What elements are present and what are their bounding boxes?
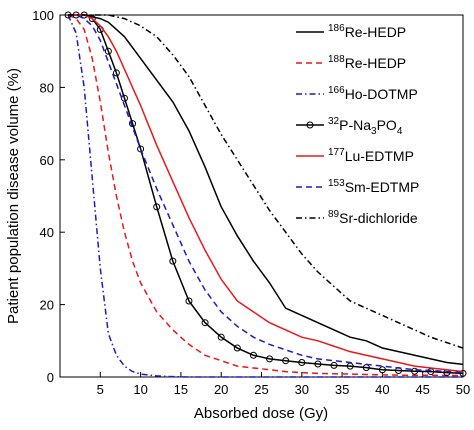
x-tick-label: 10 (133, 382, 147, 397)
legend-label: 153Sm-EDTMP (328, 178, 419, 195)
series-marker (314, 360, 322, 368)
x-axis-label: Absorbed dose (Gy) (194, 405, 328, 422)
y-tick-label: 80 (40, 80, 54, 95)
series-line (68, 14, 464, 373)
series-line (68, 14, 464, 374)
series-line (67, 14, 463, 378)
legend-bg (292, 111, 461, 142)
legend-bg (292, 80, 461, 111)
y-axis-label: Patient population disease volume (%) (5, 68, 22, 324)
series-marker (411, 367, 419, 375)
legend-bg (292, 173, 461, 204)
x-tick-label: 40 (375, 382, 389, 397)
legend-label: 186Re-HEDP (328, 23, 406, 40)
legend-bg (292, 204, 461, 235)
x-tick-label: 45 (415, 382, 429, 397)
x-tick-label: 35 (335, 382, 349, 397)
legend-bg (292, 49, 461, 80)
series-marker (129, 120, 137, 128)
legend-bg (292, 142, 461, 173)
series-marker (112, 69, 120, 77)
legend-label: 177Lu-EDTMP (328, 147, 414, 164)
series-marker (282, 357, 290, 365)
series-marker (330, 361, 338, 369)
series-marker (459, 369, 467, 377)
legend-label: 188Re-HEDP (328, 54, 406, 71)
y-tick-label: 60 (40, 153, 54, 168)
series-marker (233, 344, 241, 352)
series-marker (169, 257, 177, 265)
series-marker (88, 15, 96, 23)
legend-label: 89Sr-dichloride (328, 209, 418, 226)
series-marker (298, 359, 306, 367)
series-marker (185, 297, 193, 305)
x-tick-label: 30 (295, 382, 309, 397)
legend-label: 166Ho-DOTMP (328, 85, 418, 102)
series-line (68, 14, 464, 349)
y-tick-label: 20 (40, 298, 54, 313)
y-tick-label: 0 (47, 370, 54, 385)
y-tick-label: 100 (32, 8, 54, 23)
series-line (67, 14, 463, 377)
x-tick-label: 5 (97, 382, 104, 397)
series-marker (153, 203, 161, 211)
series-marker (249, 351, 257, 359)
series-marker (266, 355, 274, 363)
series-marker (378, 366, 386, 374)
legend-marker (306, 121, 314, 129)
series-marker (137, 145, 145, 153)
x-tick-label: 20 (214, 382, 228, 397)
legend-bg (292, 18, 461, 49)
legend-label: 32P-Na3PO4 (328, 116, 403, 137)
series-marker (217, 333, 225, 341)
x-tick-label: 15 (174, 382, 188, 397)
series-marker (201, 319, 209, 327)
series-marker (104, 47, 112, 55)
x-tick-label: 50 (456, 382, 470, 397)
y-tick-label: 40 (40, 225, 54, 240)
series-line (68, 14, 464, 366)
x-tick-label: 25 (254, 382, 268, 397)
